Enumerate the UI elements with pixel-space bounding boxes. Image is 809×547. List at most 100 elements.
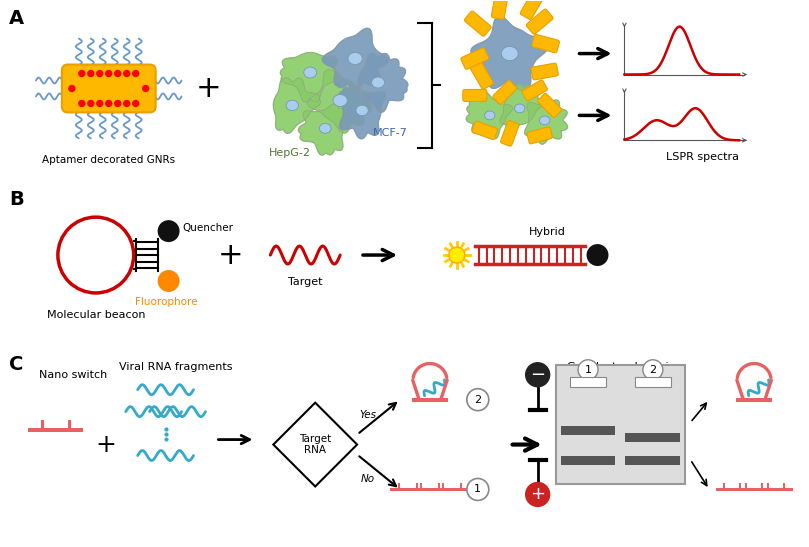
Bar	[416, 483, 418, 491]
Text: +: +	[196, 74, 222, 103]
Circle shape	[78, 101, 85, 107]
Ellipse shape	[540, 116, 550, 125]
Circle shape	[78, 71, 85, 77]
Text: No: No	[361, 474, 375, 485]
Circle shape	[106, 101, 112, 107]
Bar	[460, 483, 462, 491]
FancyBboxPatch shape	[501, 120, 519, 146]
Ellipse shape	[333, 95, 347, 107]
Text: Molecular beacon: Molecular beacon	[47, 310, 145, 320]
Text: 2: 2	[650, 365, 656, 375]
FancyBboxPatch shape	[520, 0, 543, 20]
Bar	[723, 484, 725, 491]
Text: Hybrid: Hybrid	[529, 227, 566, 237]
Text: 1: 1	[585, 365, 591, 375]
FancyBboxPatch shape	[61, 65, 155, 113]
Polygon shape	[299, 103, 345, 155]
Polygon shape	[500, 84, 543, 130]
Text: Viral RNA fragments: Viral RNA fragments	[119, 362, 232, 372]
Bar	[412, 398, 448, 401]
Text: Fluorophore: Fluorophore	[135, 297, 198, 307]
Bar	[561, 426, 616, 434]
Text: MCF-7: MCF-7	[373, 129, 408, 138]
Text: Target: Target	[288, 277, 323, 287]
Circle shape	[69, 85, 75, 91]
Text: LSPR spectra: LSPR spectra	[666, 152, 739, 162]
Bar	[783, 484, 786, 491]
Bar	[767, 484, 769, 491]
Ellipse shape	[485, 111, 495, 120]
FancyBboxPatch shape	[470, 62, 493, 89]
Ellipse shape	[348, 53, 362, 65]
FancyBboxPatch shape	[491, 0, 508, 19]
Text: B: B	[9, 190, 23, 209]
Bar	[561, 456, 616, 464]
Bar	[736, 398, 772, 401]
Polygon shape	[273, 403, 357, 486]
Bar	[412, 488, 447, 491]
Ellipse shape	[356, 105, 368, 115]
Bar	[635, 377, 671, 387]
Bar	[745, 484, 747, 491]
Text: Quencher: Quencher	[183, 223, 234, 233]
FancyBboxPatch shape	[461, 48, 489, 69]
Bar	[398, 483, 400, 491]
Bar	[761, 484, 763, 491]
Bar	[625, 456, 680, 464]
Bar	[442, 483, 444, 491]
Circle shape	[133, 101, 138, 107]
Circle shape	[115, 71, 121, 77]
Circle shape	[158, 220, 180, 242]
FancyBboxPatch shape	[463, 90, 487, 101]
Text: A: A	[9, 9, 24, 28]
Ellipse shape	[371, 77, 384, 88]
Circle shape	[578, 360, 598, 380]
Circle shape	[587, 244, 608, 266]
Bar	[556, 365, 685, 485]
Bar	[28, 428, 83, 432]
Text: +: +	[95, 433, 116, 457]
Bar	[434, 488, 470, 491]
Circle shape	[115, 101, 121, 107]
Text: 1: 1	[474, 485, 481, 494]
Polygon shape	[337, 88, 385, 139]
Circle shape	[58, 217, 133, 293]
Polygon shape	[307, 69, 373, 133]
Circle shape	[106, 71, 112, 77]
Circle shape	[526, 363, 549, 387]
Text: HepG-2: HepG-2	[269, 148, 311, 158]
Polygon shape	[471, 16, 548, 90]
Bar	[716, 488, 748, 491]
FancyBboxPatch shape	[472, 121, 498, 139]
Bar	[760, 488, 793, 491]
FancyBboxPatch shape	[493, 80, 517, 104]
Ellipse shape	[320, 124, 331, 133]
Polygon shape	[281, 53, 340, 102]
Text: Target
RNA: Target RNA	[299, 434, 332, 455]
Polygon shape	[322, 28, 388, 91]
FancyBboxPatch shape	[531, 63, 558, 80]
Circle shape	[449, 247, 465, 263]
Text: +: +	[530, 485, 545, 503]
Bar	[738, 488, 770, 491]
Bar	[739, 484, 741, 491]
FancyBboxPatch shape	[522, 80, 548, 101]
FancyBboxPatch shape	[538, 94, 561, 118]
Circle shape	[97, 101, 103, 107]
Bar	[625, 433, 680, 441]
Bar	[420, 483, 422, 491]
Polygon shape	[466, 92, 512, 139]
Bar	[40, 420, 44, 432]
Text: Nano switch: Nano switch	[39, 370, 107, 380]
Circle shape	[124, 71, 129, 77]
Bar	[68, 420, 71, 432]
Ellipse shape	[286, 100, 299, 110]
Polygon shape	[358, 53, 408, 112]
Text: Aptamer decorated GNRs: Aptamer decorated GNRs	[42, 155, 176, 165]
Circle shape	[88, 101, 94, 107]
Circle shape	[124, 101, 129, 107]
Circle shape	[158, 270, 180, 292]
Circle shape	[88, 71, 94, 77]
FancyBboxPatch shape	[532, 34, 560, 53]
Bar	[390, 488, 426, 491]
